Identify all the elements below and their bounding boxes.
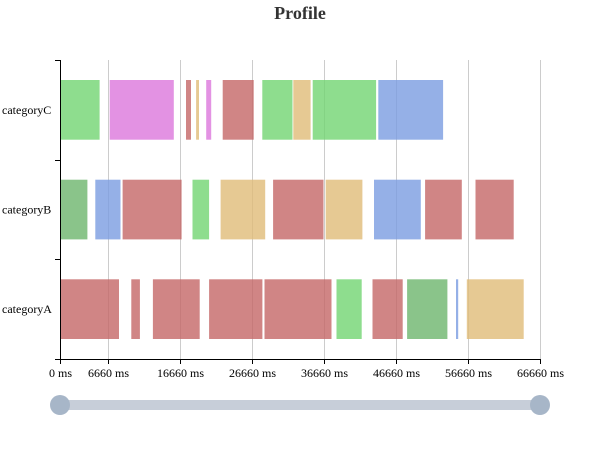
x-tick-label: 6660 ms <box>88 366 129 380</box>
bar-segment-categoryC[interactable] <box>262 80 293 140</box>
x-tick-label: 46660 ms <box>373 366 420 380</box>
bar-segment-categoryC[interactable] <box>109 80 174 140</box>
bar-segment-categoryC[interactable] <box>378 80 444 140</box>
bar-segment-categoryA[interactable] <box>60 279 119 339</box>
category-label: categoryC <box>2 103 51 117</box>
x-tick-label: 16660 ms <box>157 366 204 380</box>
time-range-slider[interactable] <box>50 395 550 415</box>
bar-segment-categoryC[interactable] <box>312 80 377 140</box>
bar-segment-categoryC[interactable] <box>60 80 100 140</box>
bar-segment-categoryC[interactable] <box>196 80 199 140</box>
bar-segment-categoryB[interactable] <box>95 179 121 240</box>
bar-segment-categoryC[interactable] <box>186 80 191 140</box>
bar-segment-categoryA[interactable] <box>407 279 448 339</box>
bar-segment-categoryA[interactable] <box>131 279 140 339</box>
x-tick-label: 56660 ms <box>445 366 492 380</box>
bar-segment-categoryB[interactable] <box>273 179 324 240</box>
x-tick-label: 0 ms <box>49 366 72 380</box>
x-axis-ticks: 0 ms 6660 ms 16660 ms 26660 ms 36660 ms 46660… <box>49 359 564 380</box>
slider-handle-end[interactable] <box>530 395 550 415</box>
bar-segment-categoryC[interactable] <box>206 80 212 140</box>
y-axis-categories: categoryA categoryB categoryC <box>2 60 60 360</box>
bar-segment-categoryC[interactable] <box>293 80 311 140</box>
chart-title: Profile <box>274 3 326 23</box>
bar-segment-categoryB[interactable] <box>60 179 88 240</box>
x-tick-label: 36660 ms <box>301 366 348 380</box>
bar-segment-categoryA[interactable] <box>152 279 200 339</box>
bar-segment-categoryA[interactable] <box>456 279 459 339</box>
bar-segment-categoryA[interactable] <box>372 279 403 339</box>
bar-segment-categoryC[interactable] <box>222 80 254 140</box>
bar-segment-categoryB[interactable] <box>425 179 462 240</box>
bar-segment-categoryB[interactable] <box>122 179 182 240</box>
x-tick-label: 26660 ms <box>229 366 276 380</box>
bar-segment-categoryA[interactable] <box>336 279 362 339</box>
category-label: categoryA <box>2 302 52 316</box>
x-tick-label: 66660 ms <box>517 366 564 380</box>
bar-segment-categoryA[interactable] <box>209 279 263 339</box>
bar-segment-categoryA[interactable] <box>264 279 332 339</box>
bar-segment-categoryA[interactable] <box>466 279 524 339</box>
slider-handle-start[interactable] <box>50 395 70 415</box>
category-label: categoryB <box>2 203 51 217</box>
chart-axes <box>60 60 540 360</box>
bar-segment-categoryB[interactable] <box>374 179 421 240</box>
bar-segment-categoryB[interactable] <box>220 179 266 240</box>
bar-segment-categoryB[interactable] <box>475 179 514 240</box>
chart-bars <box>60 80 524 339</box>
bar-segment-categoryB[interactable] <box>325 179 363 240</box>
bar-segment-categoryB[interactable] <box>192 179 210 240</box>
